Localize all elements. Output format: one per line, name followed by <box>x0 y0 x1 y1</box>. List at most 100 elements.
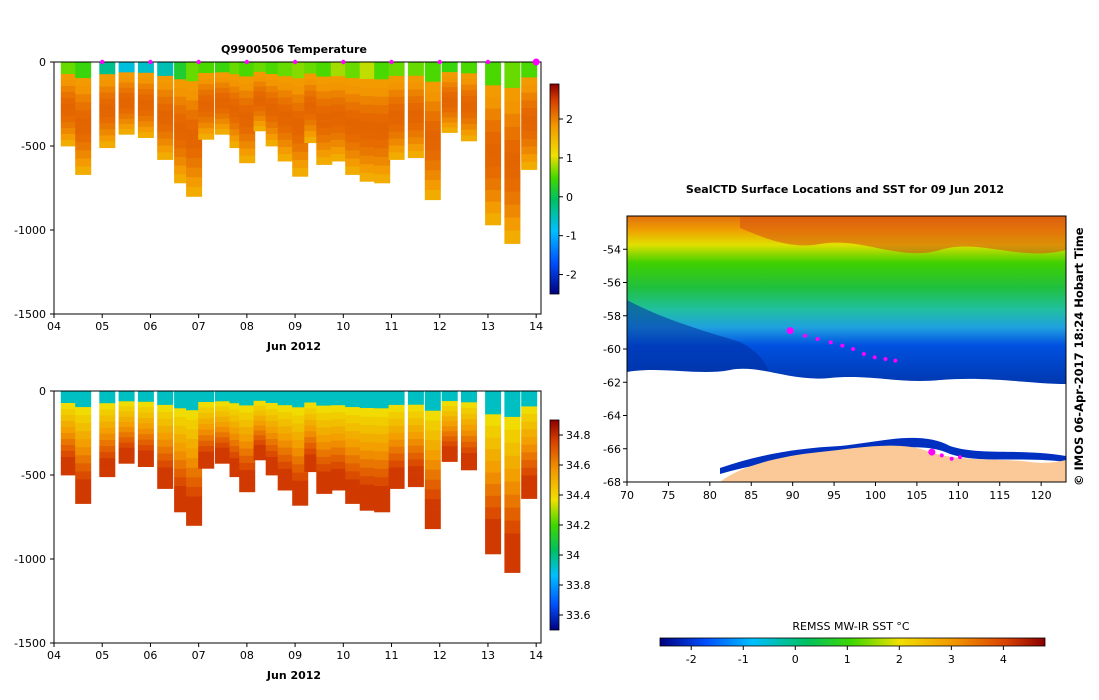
profile-cell <box>215 93 231 99</box>
map-x-tick-label: 120 <box>1031 489 1052 502</box>
profile-cell <box>316 427 333 436</box>
profile-cell <box>186 81 203 92</box>
profile-cell <box>345 455 362 464</box>
profile-cell <box>174 434 191 444</box>
profile-cell <box>441 82 458 88</box>
profile-cell <box>198 435 215 442</box>
profile-cell <box>215 452 231 459</box>
map-x-tick-label: 70 <box>620 489 634 502</box>
profile-cell <box>174 460 191 470</box>
profile-cell <box>345 70 362 79</box>
profile-cell <box>137 67 154 74</box>
profile-cell <box>388 467 405 475</box>
profile-cell <box>277 111 294 120</box>
profile-cell <box>186 487 203 497</box>
temperature-profiles <box>60 62 538 244</box>
profile-cell <box>157 453 174 461</box>
profile-cell <box>359 442 376 451</box>
profile-cell <box>345 94 362 103</box>
profile-cell <box>239 98 256 106</box>
profile-cell <box>359 87 376 97</box>
profile-cell <box>485 131 502 144</box>
profile-cell <box>277 147 294 155</box>
profile-cell <box>174 79 191 89</box>
profile-cell <box>118 396 135 402</box>
profile-cell <box>388 411 405 420</box>
profile-cell <box>374 96 391 106</box>
colorbar-tick-label: 2 <box>566 113 573 126</box>
profile-cell <box>60 104 77 111</box>
profile-cell <box>157 404 174 413</box>
profile-cell <box>137 423 154 430</box>
profile-cell <box>118 113 135 120</box>
profile-cell <box>316 105 333 114</box>
profile-cell <box>75 126 92 135</box>
profile-cell <box>292 415 309 425</box>
profile-cell <box>461 396 477 403</box>
track-point <box>803 333 808 338</box>
profile-cell <box>99 433 116 441</box>
profile-cell <box>374 87 391 97</box>
profile-cell <box>292 399 309 408</box>
profile-cell <box>304 408 321 415</box>
profile-cell <box>277 468 294 477</box>
profile-cell <box>359 416 376 426</box>
profile-cell <box>441 112 458 118</box>
profile-cell <box>186 448 203 459</box>
profile-cell <box>304 62 321 69</box>
profile-cell <box>292 78 309 87</box>
colorbar-tick-label: 34.8 <box>566 429 591 442</box>
profile-cell <box>424 479 441 490</box>
map-y-tick-label: -54 <box>603 243 621 256</box>
profile-cell <box>292 127 309 136</box>
profile-cell <box>157 62 174 70</box>
profile-cell <box>330 76 347 84</box>
profile-cell <box>99 80 116 87</box>
profile-cell <box>504 191 521 205</box>
profile-cell <box>292 135 309 144</box>
profile-cell <box>265 92 282 99</box>
profile-cell <box>316 391 333 399</box>
profile-cell <box>239 412 256 421</box>
profile-cell <box>521 146 538 155</box>
profile-cell <box>174 62 191 71</box>
profile-marker <box>389 59 394 65</box>
profile-cell <box>198 462 215 469</box>
colorbar-tick-label: 1 <box>566 152 573 165</box>
salinity-colorbar <box>549 419 560 631</box>
profile-cell <box>75 166 92 175</box>
profile-cell <box>215 108 231 114</box>
profile-cell <box>60 80 77 87</box>
profile-cell <box>388 62 405 70</box>
profile-cell <box>75 415 92 424</box>
profile-cell <box>198 429 215 436</box>
profile-cell <box>99 92 116 100</box>
map-x-tick-label: 115 <box>989 489 1010 502</box>
profile-cell <box>277 139 294 148</box>
profile-cell <box>521 429 538 438</box>
profile-cell <box>253 116 270 122</box>
map-x-axis: 70 75 80 85 90 95 100 105 110 115 120 <box>620 482 1052 502</box>
profile-cell <box>157 82 174 91</box>
profile-cell <box>265 439 282 446</box>
profile-cell <box>407 130 424 138</box>
profile-cell <box>99 129 116 136</box>
profile-cell <box>265 86 282 93</box>
profile-cell <box>60 433 77 440</box>
profile-cell <box>215 422 231 428</box>
profile-cell <box>441 107 458 113</box>
profile-cell <box>304 67 321 74</box>
profile-cell <box>292 488 309 498</box>
profile-cell <box>157 411 174 420</box>
profile-cell <box>461 124 477 130</box>
profile-cell <box>265 421 282 428</box>
profile-cell <box>239 405 256 413</box>
profile-cell <box>265 122 282 129</box>
profile-cell <box>75 102 92 111</box>
profile-cell <box>99 458 116 465</box>
profile-cell <box>137 461 154 467</box>
imos-watermark: © IMOS 06-Apr-2017 18:24 Hobart Time <box>1072 227 1086 486</box>
profile-cell <box>292 440 309 449</box>
x-tick-label: 07 <box>192 649 206 662</box>
